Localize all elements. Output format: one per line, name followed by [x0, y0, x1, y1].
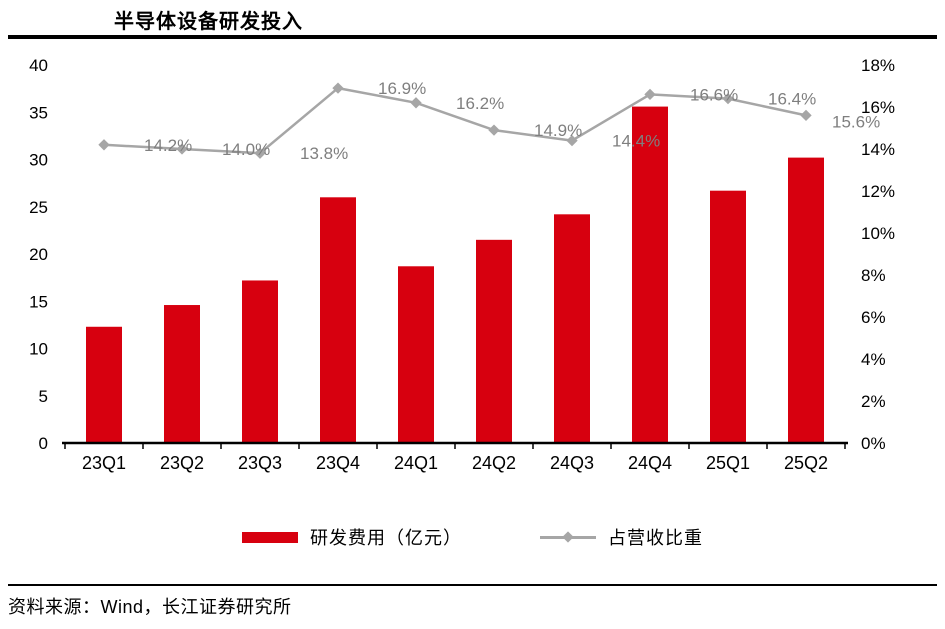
right-axis-tick-label: 6%	[861, 308, 886, 327]
x-axis-category-label: 24Q2	[472, 453, 516, 473]
line-marker-25Q2	[800, 109, 812, 122]
line-series-swatch	[540, 530, 596, 543]
x-axis-category-label: 24Q1	[394, 453, 438, 473]
line-point-label-23Q2: 14.0%	[222, 140, 270, 159]
line-marker-24Q1	[410, 97, 422, 109]
x-axis-category-label: 25Q2	[784, 453, 828, 473]
line-point-label-24Q4: 16.6%	[690, 85, 738, 104]
right-axis-tick-label: 14%	[861, 140, 895, 159]
x-axis-category-label: 23Q1	[82, 453, 126, 473]
chart-title: 半导体设备研发投入	[114, 11, 303, 33]
left-axis-tick-label: 25	[29, 198, 48, 217]
bar-24Q2	[476, 239, 512, 443]
left-axis-tick-label: 35	[29, 103, 48, 122]
right-axis-tick-label: 12%	[861, 182, 895, 201]
line-marker-23Q1	[98, 139, 110, 151]
bar-series-swatch	[242, 531, 298, 543]
chart-legend: 研发费用（亿元） 占营收比重	[0, 524, 945, 550]
line-point-label-25Q1: 16.4%	[768, 90, 816, 109]
source-note: 资料来源：Wind，长江证券研究所	[8, 597, 292, 617]
bottom-divider	[8, 584, 937, 586]
bar-series-label: 研发费用（亿元）	[310, 528, 462, 548]
x-axis-category-label: 25Q1	[706, 453, 750, 473]
line-marker-24Q4	[644, 88, 656, 101]
right-axis-tick-label: 0%	[861, 434, 886, 453]
line-point-label-24Q1: 16.2%	[456, 94, 504, 113]
right-axis-tick-label: 16%	[861, 98, 895, 117]
line-point-label-24Q3: 14.4%	[612, 132, 660, 151]
bar-24Q3	[554, 214, 590, 443]
bar-24Q1	[398, 266, 434, 443]
legend-item-revenue-ratio: 占营收比重	[540, 524, 703, 550]
line-point-label-23Q3: 13.8%	[300, 144, 348, 163]
right-axis-tick-label: 18%	[861, 56, 895, 75]
bar-25Q1	[710, 190, 746, 443]
left-axis-tick-label: 10	[29, 340, 48, 359]
line-point-label-23Q1: 14.2%	[144, 136, 192, 155]
line-marker-24Q2	[488, 124, 500, 136]
left-axis-tick-label: 5	[39, 387, 48, 406]
left-axis-tick-label: 30	[29, 151, 48, 170]
right-axis-tick-label: 10%	[861, 224, 895, 243]
bar-23Q3	[242, 280, 278, 443]
right-axis-tick-label: 2%	[861, 392, 886, 411]
bar-24Q4	[632, 106, 668, 443]
bar-23Q1	[86, 326, 122, 443]
left-axis-tick-label: 20	[29, 245, 48, 264]
x-axis-category-label: 24Q3	[550, 453, 594, 473]
bar-25Q2	[788, 157, 824, 444]
bar-23Q4	[320, 197, 356, 443]
line-marker-icon	[562, 530, 574, 543]
left-axis-tick-label: 15	[29, 292, 48, 311]
right-axis-tick-label: 8%	[861, 266, 886, 285]
left-axis-tick-label: 40	[29, 56, 48, 75]
revenue-ratio-line	[102, 86, 808, 155]
bar-23Q2	[164, 305, 200, 443]
x-axis-category-label: 23Q4	[316, 453, 360, 473]
line-marker-24Q3	[566, 134, 578, 147]
line-point-label-24Q2: 14.9%	[534, 121, 582, 140]
left-axis-tick-label: 0	[39, 434, 48, 453]
x-axis-category-label: 24Q4	[628, 453, 672, 473]
x-axis-category-label: 23Q3	[238, 453, 282, 473]
x-axis-category-label: 23Q2	[160, 453, 204, 473]
right-axis-tick-label: 4%	[861, 350, 886, 369]
line-point-label-25Q2: 15.6%	[832, 112, 880, 131]
line-series-label: 占营收比重	[608, 528, 703, 548]
legend-item-rnd-expense: 研发费用（亿元）	[242, 524, 462, 550]
line-point-label-23Q4: 16.9%	[378, 79, 426, 98]
top-divider	[8, 35, 937, 39]
rnd-investment-combo-chart: 0 5 10 15 20 25 30 35 40 0% 2% 4% 6% 8% 10% 12% 14% 16% 18…	[29, 56, 895, 473]
